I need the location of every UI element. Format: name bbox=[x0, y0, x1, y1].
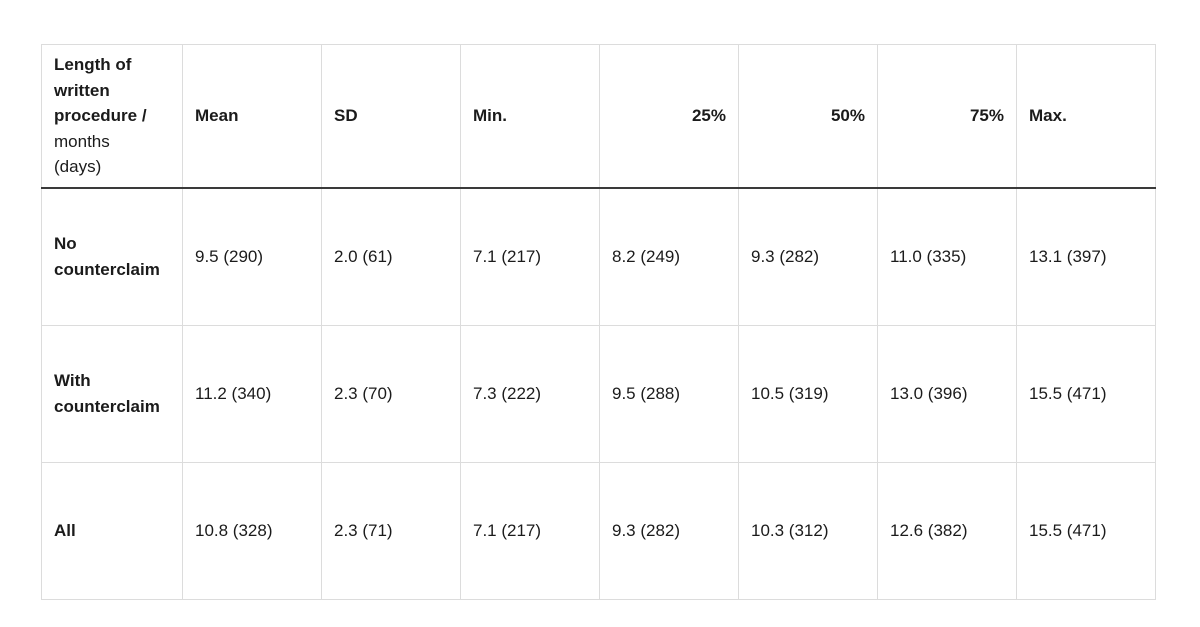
corner-header-cell: Length of written procedure / months (da… bbox=[41, 44, 183, 189]
cell-50pct: 9.3 (282) bbox=[738, 187, 878, 326]
cell-75pct: 13.0 (396) bbox=[877, 324, 1017, 463]
table-row-all: All 10.8 (328) 2.3 (71) 7.1 (217) 9.3 (2… bbox=[41, 461, 1156, 600]
table-container: Length of written procedure / months (da… bbox=[41, 44, 1156, 600]
cell-25pct: 8.2 (249) bbox=[599, 187, 739, 326]
cell-max: 15.5 (471) bbox=[1016, 461, 1156, 600]
cell-50pct: 10.3 (312) bbox=[738, 461, 878, 600]
cell-25pct: 9.5 (288) bbox=[599, 324, 739, 463]
cell-mean: 11.2 (340) bbox=[182, 324, 322, 463]
column-header-min: Min. bbox=[460, 44, 600, 189]
cell-max: 13.1 (397) bbox=[1016, 187, 1156, 326]
cell-max: 15.5 (471) bbox=[1016, 324, 1156, 463]
header-row: Length of written procedure / months (da… bbox=[41, 44, 1156, 189]
cell-min: 7.1 (217) bbox=[460, 461, 600, 600]
cell-mean: 9.5 (290) bbox=[182, 187, 322, 326]
procedure-length-table: Length of written procedure / months (da… bbox=[41, 44, 1156, 600]
cell-min: 7.3 (222) bbox=[460, 324, 600, 463]
cell-sd: 2.3 (70) bbox=[321, 324, 461, 463]
row-label-no-counterclaim: No counterclaim bbox=[41, 187, 183, 326]
cell-50pct: 10.5 (319) bbox=[738, 324, 878, 463]
column-header-max: Max. bbox=[1016, 44, 1156, 189]
table-row-with-counterclaim: With counterclaim 11.2 (340) 2.3 (70) 7.… bbox=[41, 324, 1156, 463]
column-header-mean: Mean bbox=[182, 44, 322, 189]
column-header-sd: SD bbox=[321, 44, 461, 189]
cell-sd: 2.3 (71) bbox=[321, 461, 461, 600]
column-header-75pct: 75% bbox=[877, 44, 1017, 189]
cell-sd: 2.0 (61) bbox=[321, 187, 461, 326]
row-label-with-counterclaim: With counterclaim bbox=[41, 324, 183, 463]
cell-min: 7.1 (217) bbox=[460, 187, 600, 326]
table-row-no-counterclaim: No counterclaim 9.5 (290) 2.0 (61) 7.1 (… bbox=[41, 187, 1156, 326]
cell-25pct: 9.3 (282) bbox=[599, 461, 739, 600]
corner-header-title: Length of written procedure / bbox=[54, 55, 147, 126]
row-label-all: All bbox=[41, 461, 183, 600]
cell-75pct: 11.0 (335) bbox=[877, 187, 1017, 326]
column-header-50pct: 50% bbox=[738, 44, 878, 189]
corner-header-unit: months (days) bbox=[54, 131, 110, 177]
column-header-25pct: 25% bbox=[599, 44, 739, 189]
cell-75pct: 12.6 (382) bbox=[877, 461, 1017, 600]
cell-mean: 10.8 (328) bbox=[182, 461, 322, 600]
